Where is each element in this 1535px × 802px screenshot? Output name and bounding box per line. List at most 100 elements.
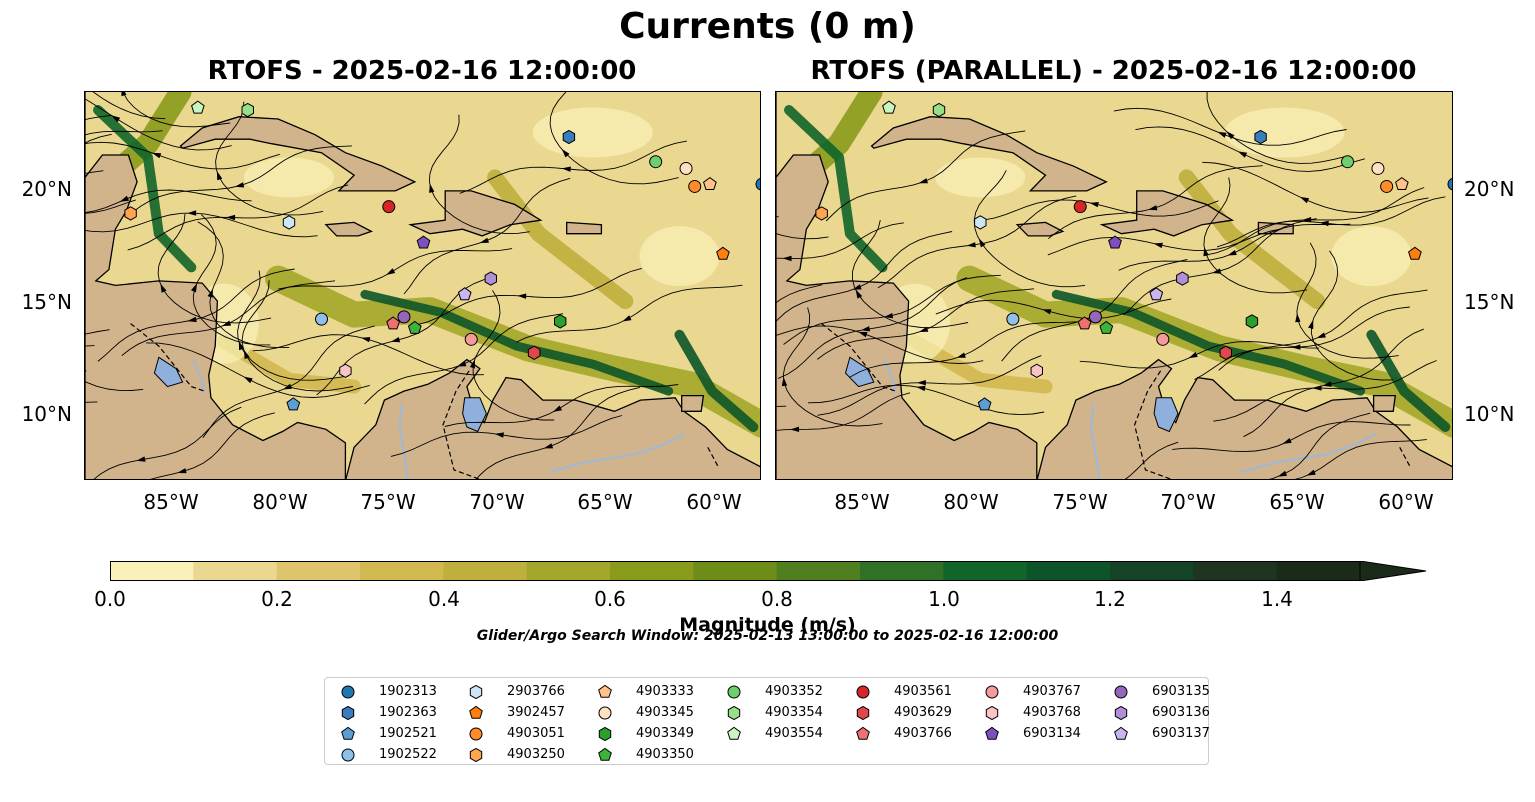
legend-marker-4903051[interactable] [469,727,483,740]
float-marker-4903766[interactable] [1077,316,1092,330]
legend-marker-6903136[interactable] [1114,705,1128,720]
legend-marker-4903354[interactable] [727,705,741,720]
float-marker-4903333[interactable] [1395,176,1409,190]
legend-item: 1902522 [337,744,437,765]
float-marker-4903250[interactable] [815,206,828,221]
legend-marker-4903345[interactable] [598,706,612,719]
float-marker-4903345[interactable] [679,161,693,175]
float-marker-2903766[interactable] [974,215,987,230]
float-marker-1902522[interactable] [315,312,329,326]
float-marker-1902363[interactable] [562,129,576,145]
float-marker-6903137[interactable] [1149,287,1164,301]
legend-marker-4903333[interactable] [598,684,612,698]
float-marker-4903345[interactable] [1371,161,1385,175]
float-marker-4903250[interactable] [124,206,137,221]
legend-marker-4903629[interactable] [856,705,870,720]
legend-marker-1902363[interactable] [341,705,355,720]
float-marker-4903352[interactable] [1341,155,1355,169]
float-marker-4903767[interactable] [464,332,478,346]
float-marker-4903350[interactable] [407,320,422,334]
streamline-arrow [243,376,253,384]
float-marker-4903349[interactable] [554,314,567,329]
float-marker-1902521[interactable] [286,397,301,411]
float-marker-6903137[interactable] [457,287,472,301]
float-marker-2903766[interactable] [282,215,296,230]
float-marker-6903135[interactable] [1088,310,1102,324]
float-marker-6903134[interactable] [1108,235,1122,249]
float-marker-4903768[interactable] [339,363,352,378]
pentagon-marker-icon [727,726,741,740]
colorbar-tick-label: 1.0 [928,587,960,611]
float-marker-4903350[interactable] [1099,320,1114,334]
legend-marker-4903349[interactable] [598,726,612,741]
streamline-arrow [858,331,868,338]
float-marker-6903135[interactable] [397,310,411,324]
float-marker-4903629[interactable] [527,345,541,360]
legend-marker-1902521[interactable] [341,726,355,740]
legend-marker-6903137[interactable] [1114,726,1128,740]
streamline [935,298,1172,320]
legend-label: 1902313 [379,684,437,699]
float-marker-4903051[interactable] [1380,179,1394,193]
float-marker-1902363[interactable] [1254,129,1267,145]
streamline-arrow [1282,438,1292,444]
legend-marker-4903352[interactable] [727,685,741,698]
float-marker-6903136[interactable] [1176,271,1189,286]
legend-label: 4903561 [894,684,952,699]
streamline-arrow [916,385,926,392]
legend-marker-4903767[interactable] [985,685,999,698]
streamline [1048,165,1263,240]
legend-marker-4903554[interactable] [727,726,741,740]
map-panel-rtofs-parallel[interactable] [775,91,1453,480]
float-marker-4903554[interactable] [882,100,896,114]
legend-marker-4903766[interactable] [856,726,870,740]
circle-marker-icon [727,685,741,698]
float-marker-4903349[interactable] [1245,314,1259,329]
float-marker-4903629[interactable] [1219,345,1232,360]
float-marker-4903554[interactable] [191,100,205,114]
float-marker-4903766[interactable] [386,316,400,330]
float-marker-1902313[interactable] [755,178,761,191]
float-marker-4903768[interactable] [1030,363,1043,378]
float-marker-4903354[interactable] [241,102,254,118]
lon-tick-label: 75°W [360,490,416,514]
lat-tick-label: 15°N [1464,290,1515,314]
legend-marker-4903250[interactable] [469,747,483,762]
float-marker-4903767[interactable] [1156,332,1170,346]
legend-marker-1902313[interactable] [341,685,355,698]
float-marker-4903352[interactable] [649,155,663,169]
legend-marker-6903135[interactable] [1114,685,1128,698]
panel-title-rtofs: RTOFS - 2025-02-16 12:00:00 [207,56,637,86]
float-marker-6903136[interactable] [484,271,497,286]
legend-item: 6903137 [1110,723,1210,744]
legend-marker-3902457[interactable] [469,705,483,719]
float-marker-4903333[interactable] [703,176,717,190]
legend-marker-1902522[interactable] [341,748,355,761]
float-marker-1902522[interactable] [1006,312,1020,326]
streamline [252,334,484,376]
legend-item: 4903561 [852,681,952,702]
float-marker-6903134[interactable] [416,235,431,249]
float-marker-3902457[interactable] [716,246,730,260]
colorbar-segment [693,561,778,581]
float-marker-1902521[interactable] [977,397,992,411]
float-marker-4903051[interactable] [688,179,702,193]
float-marker-1902313[interactable] [1447,178,1453,191]
legend-item: 4903345 [594,702,694,723]
streamline [1047,228,1283,256]
map-panel-rtofs[interactable] [84,91,761,480]
streamline [1213,360,1437,422]
land [681,394,705,412]
streamline [85,130,163,136]
float-marker-4903561[interactable] [1073,200,1087,214]
streamline [973,170,1086,288]
float-marker-4903354[interactable] [932,102,946,118]
float-marker-4903561[interactable] [382,200,396,214]
legend-marker-4903561[interactable] [856,685,870,698]
legend-marker-4903350[interactable] [598,747,612,761]
legend-marker-6903134[interactable] [985,726,999,740]
streamline [1206,92,1346,164]
legend-marker-2903766[interactable] [469,684,483,699]
legend-marker-4903768[interactable] [985,705,999,720]
float-marker-3902457[interactable] [1408,246,1422,260]
